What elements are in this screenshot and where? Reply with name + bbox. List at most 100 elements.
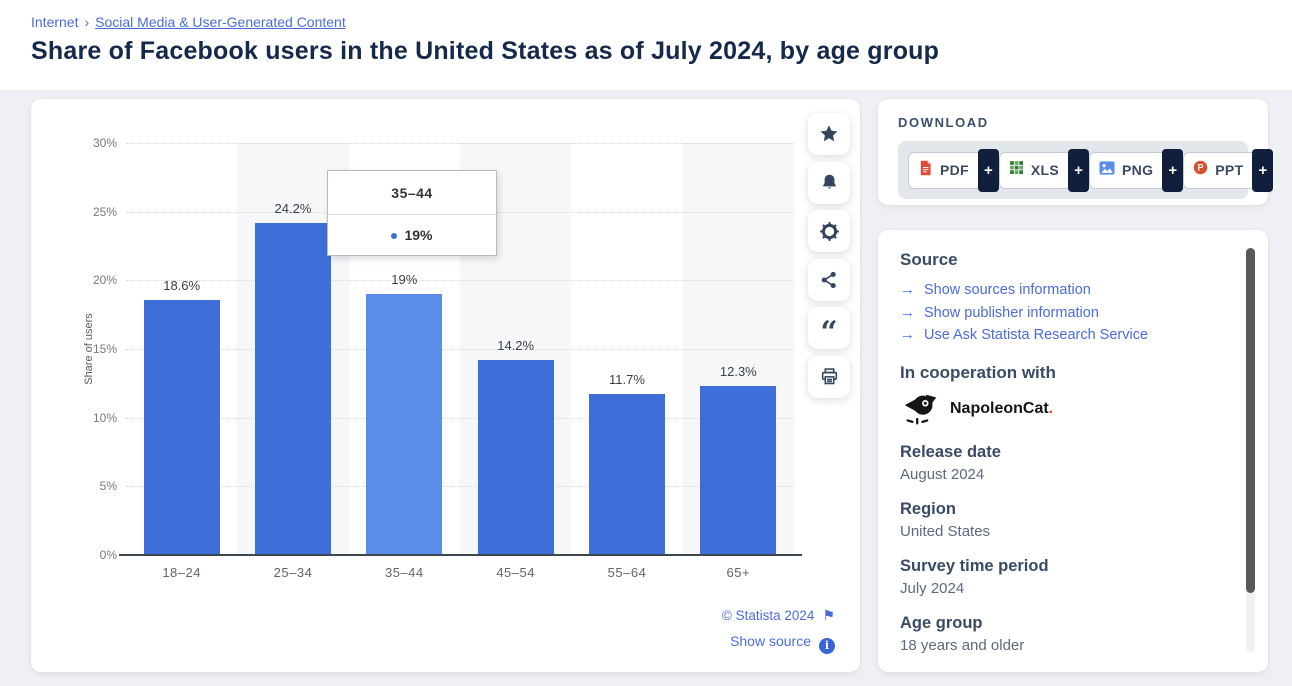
download-png-button[interactable]: PNG + <box>1089 148 1184 192</box>
download-format-label: XLS <box>1030 162 1060 178</box>
bar-value-label: 14.2% <box>497 338 535 353</box>
bar[interactable] <box>589 394 665 555</box>
bar-value-label: 11.7% <box>609 372 645 388</box>
cat-icon <box>904 394 937 424</box>
source-link-2[interactable]: → Use Ask Statista Research Service <box>900 324 1246 347</box>
arrow-right-icon: → <box>900 281 915 298</box>
napoleoncat-logo: NapoleonCat. <box>900 392 1246 426</box>
metadata-value: August 2024 <box>900 465 985 483</box>
bar-value-label: 18.6% <box>163 277 201 293</box>
statistic-metadata: Release date August 2024 Region United Stat… <box>900 443 1246 654</box>
download-pdf-button[interactable]: PDF + <box>908 148 999 192</box>
pdf-file-icon <box>917 159 934 182</box>
bar[interactable] <box>700 386 777 555</box>
show-source-link[interactable]: Show source i <box>730 633 835 654</box>
gridline <box>126 417 794 419</box>
cooperation-heading: In cooperation with <box>900 362 1056 382</box>
bell-icon <box>819 172 840 193</box>
metadata-value: United States <box>900 522 991 540</box>
chart-tooltip: 35–44 19% <box>327 170 497 256</box>
gridline <box>126 486 794 488</box>
favorite-button[interactable] <box>808 113 850 155</box>
cite-button[interactable]: “ <box>808 307 850 349</box>
metadata-value: July 2024 <box>900 579 965 597</box>
printer-icon <box>819 366 840 387</box>
source-link-label: Show sources information <box>924 282 1091 298</box>
bar[interactable] <box>366 294 443 555</box>
add-to-favorites-plus-button[interactable]: + <box>1068 148 1090 192</box>
source-link-1[interactable]: → Show publisher information <box>900 302 1246 325</box>
y-tick-label: 25% <box>92 204 117 219</box>
bar-value-label: 24.2% <box>274 200 312 216</box>
metadata-label: Age group <box>900 613 983 632</box>
bar[interactable] <box>255 222 331 555</box>
quote-icon: “ <box>820 314 838 350</box>
y-tick-label: 30% <box>92 136 117 150</box>
tooltip-value: 19% <box>404 227 433 243</box>
page-title: Share of Facebook users in the United St… <box>31 37 940 65</box>
gridline <box>126 143 794 144</box>
gridline <box>126 280 794 282</box>
logo-dot: . <box>1048 399 1054 417</box>
y-tick-label: 5% <box>99 479 117 494</box>
x-tick-label: 45–54 <box>496 565 535 580</box>
x-axis-line <box>119 554 802 556</box>
settings-button[interactable] <box>808 210 850 252</box>
metadata-label: Survey time period <box>900 556 1049 575</box>
page-header: Internet › Social Media & User-Generated C… <box>31 14 1261 66</box>
download-ppt-button[interactable]: P PPT + <box>1183 148 1274 192</box>
svg-text:P: P <box>1198 163 1204 173</box>
bar[interactable] <box>143 299 220 555</box>
chart-action-toolbar: “ <box>808 113 850 404</box>
metadata-label: Region <box>900 499 956 518</box>
breadcrumb-separator: › <box>84 14 90 30</box>
x-tick-label: 18–24 <box>162 565 201 580</box>
add-to-favorites-plus-button[interactable]: + <box>1252 148 1274 192</box>
png-file-icon <box>1098 160 1116 181</box>
breadcrumb-link-internet[interactable]: Internet <box>31 14 79 30</box>
scrollbar-thumb[interactable] <box>1246 248 1255 593</box>
flag-icon: ⚑ <box>822 607 835 623</box>
show-source-label: Show source <box>730 633 811 649</box>
arrow-right-icon: → <box>900 303 915 321</box>
cooperation-partner-name: NapoleonCat. <box>950 399 1054 417</box>
bar-value-label: 12.3% <box>719 364 757 380</box>
y-tick-label: 20% <box>92 273 117 288</box>
source-link-label: Show publisher information <box>924 304 1099 321</box>
download-xls-button[interactable]: XLS + <box>998 148 1090 192</box>
share-button[interactable] <box>808 258 850 301</box>
download-card: DOWNLOAD PDF + XLS + PNG + P PPT + <box>878 99 1274 205</box>
series-marker-icon <box>391 233 398 240</box>
source-heading: Source <box>900 250 958 269</box>
add-to-favorites-plus-button[interactable]: + <box>1162 148 1184 192</box>
source-link-0[interactable]: → Show sources information <box>900 279 1246 302</box>
source-link-label: Use Ask Statista Research Service <box>924 327 1149 343</box>
arrow-right-icon: → <box>900 326 915 343</box>
download-format-label: PPT <box>1215 162 1244 178</box>
chart-card: Share of users 18.6% 24.2% 19% 14.2% 11.7% 12… <box>31 99 860 672</box>
download-button-tray: PDF + XLS + PNG + P PPT + <box>898 141 1274 199</box>
print-button[interactable] <box>808 355 850 398</box>
gridline <box>126 349 794 350</box>
download-heading: DOWNLOAD <box>898 115 989 130</box>
x-tick-label: 25–34 <box>273 565 313 580</box>
download-format-label: PNG <box>1122 162 1154 178</box>
info-icon: i <box>819 638 835 654</box>
star-icon <box>818 123 840 145</box>
copyright-link[interactable]: © Statista 2024 ⚑ <box>722 607 835 624</box>
download-format-label: PDF <box>940 162 969 178</box>
xls-file-icon <box>1008 159 1025 181</box>
source-links: → Show sources information → Show publisher… <box>900 279 1246 347</box>
source-info-card: Source → Show sources information → Show pu… <box>878 230 1268 672</box>
x-tick-label: 55–64 <box>607 565 647 580</box>
breadcrumb: Internet › Social Media & User-Generated C… <box>31 14 1261 30</box>
x-tick-label: 65+ <box>726 565 751 580</box>
add-to-favorites-plus-button[interactable]: + <box>977 148 999 192</box>
tooltip-category: 35–44 <box>328 171 496 215</box>
bar[interactable] <box>477 360 554 555</box>
breadcrumb-link-social-media[interactable]: Social Media & User-Generated Content <box>95 14 346 30</box>
x-tick-label: 35–44 <box>384 565 424 580</box>
alert-button[interactable] <box>808 161 850 204</box>
copyright-label: © Statista 2024 <box>721 608 815 623</box>
